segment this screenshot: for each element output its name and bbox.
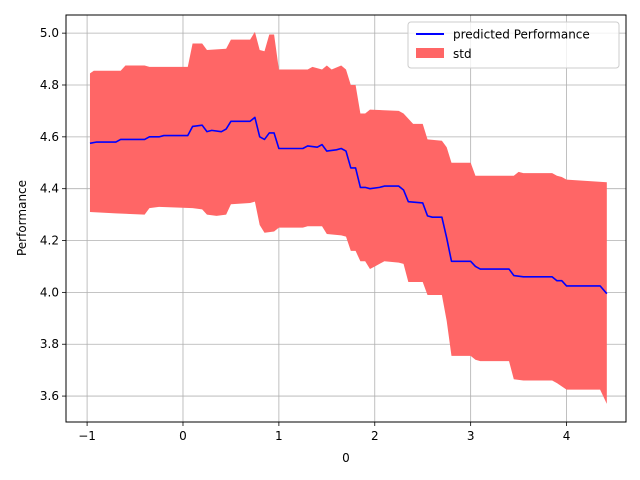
x-tick-label: 0 [179,429,187,443]
y-tick-label: 5.0 [40,26,59,40]
std-band [89,31,607,404]
x-tick-label: 3 [467,429,475,443]
x-tick-label: −1 [78,429,96,443]
x-axis-ticks: −1 0 1 2 3 4 [78,422,570,443]
y-axis-ticks: 3.6 3.8 4.0 4.2 4.4 4.6 4.8 5.0 [40,26,66,403]
x-axis-label: 0 [342,451,350,465]
legend: predicted Performance std [407,21,620,69]
predicted-performance-line [89,116,608,295]
y-tick-label: 3.8 [40,337,59,351]
std-band-layer [89,31,607,404]
plot-frame [65,14,627,423]
x-tick-label: 1 [275,429,283,443]
legend-band-swatch [416,48,444,58]
y-tick-label: 4.8 [40,78,59,92]
legend-label-predicted: predicted Performance [453,28,590,42]
y-tick-label: 3.6 [40,389,59,403]
line-layer [89,116,608,295]
legend-box [407,21,620,69]
y-tick-label: 4.0 [40,285,59,299]
x-tick-label: 2 [371,429,379,443]
y-axis-label: Performance [15,180,29,256]
y-tick-label: 4.2 [40,234,59,248]
legend-label-std: std [453,47,472,61]
x-tick-label: 4 [563,429,571,443]
y-tick-label: 4.6 [40,130,59,144]
y-tick-label: 4.4 [40,182,59,196]
